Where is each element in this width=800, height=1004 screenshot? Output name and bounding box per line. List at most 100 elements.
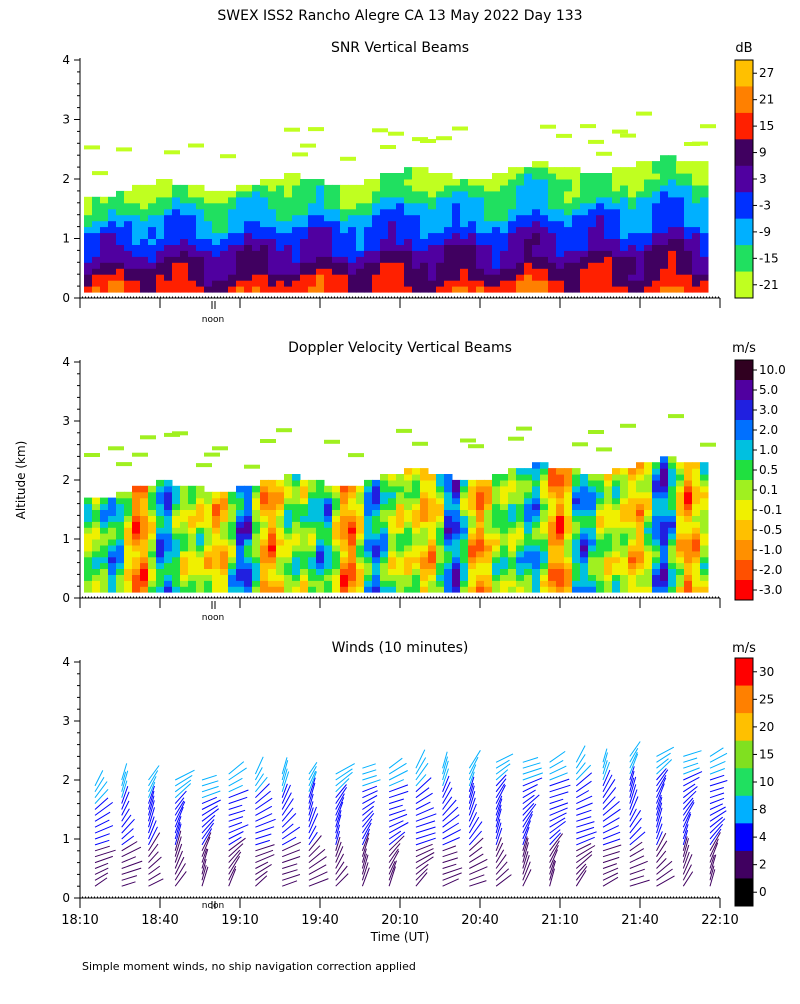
wind-barb <box>442 787 453 804</box>
heatmap-cell <box>268 232 277 239</box>
heatmap-cell <box>500 280 509 287</box>
heatmap-cell <box>532 244 541 251</box>
heatmap-cell <box>316 491 325 499</box>
heatmap-cell <box>140 497 149 505</box>
heatmap-cell <box>156 250 165 257</box>
heatmap-cell <box>684 527 693 534</box>
heatmap-cell <box>180 184 189 192</box>
heatmap-cell <box>484 202 493 210</box>
heatmap-cell <box>124 256 133 263</box>
heatmap-cell <box>588 238 597 245</box>
heatmap-cell <box>116 580 125 587</box>
heatmap-cell <box>540 196 549 204</box>
heatmap-cell <box>380 556 389 564</box>
snr-title: SNR Vertical Beams <box>331 40 469 56</box>
heatmap-cell <box>700 515 709 522</box>
heatmap-cell <box>692 256 701 263</box>
heatmap-cell <box>692 509 701 516</box>
heatmap-cell <box>476 479 485 487</box>
heatmap-cell <box>540 468 549 475</box>
heatmap-cell <box>268 521 277 528</box>
heatmap-cell <box>580 533 589 540</box>
heatmap-cell <box>268 244 277 251</box>
heatmap-cell <box>572 286 581 293</box>
heatmap-cell <box>556 196 565 204</box>
heatmap-cell <box>268 586 277 593</box>
heatmap-cell <box>92 202 101 210</box>
heatmap-cell <box>556 468 565 475</box>
heatmap-cell <box>244 491 253 499</box>
heatmap-cell <box>388 485 397 493</box>
wind-barb <box>148 800 155 822</box>
heatmap-cell <box>508 509 517 516</box>
heatmap-cell <box>508 533 517 540</box>
heatmap-cell <box>84 568 93 575</box>
heatmap-cell <box>132 256 141 263</box>
heatmap-cell <box>212 232 221 239</box>
heatmap-cell <box>572 485 581 493</box>
wind-barb <box>308 871 328 881</box>
heatmap-cell <box>492 503 501 510</box>
heatmap-cell <box>140 190 149 198</box>
heatmap-cell <box>516 262 525 269</box>
wind-barb <box>576 802 593 810</box>
heatmap-cell <box>236 202 245 210</box>
heatmap-cell <box>100 244 109 251</box>
heatmap-cell <box>332 214 341 222</box>
heatmap-cell <box>84 208 93 216</box>
heatmap-cell <box>412 232 421 239</box>
heatmap-cell <box>156 274 165 281</box>
heatmap-cell <box>556 580 565 587</box>
heatmap-cell <box>364 202 373 210</box>
heatmap-cell <box>396 562 405 569</box>
heatmap-cell <box>684 562 693 569</box>
heatmap-cell <box>428 173 437 180</box>
wind-barb <box>94 872 109 881</box>
heatmap-cell <box>516 238 525 245</box>
wind-barb <box>201 819 215 834</box>
wind-barb <box>228 837 246 852</box>
heatmap-cell <box>460 562 469 569</box>
wind-barb <box>629 817 642 834</box>
wind-barb <box>495 769 509 781</box>
heatmap-cell <box>676 274 685 281</box>
wind-barb <box>522 836 528 851</box>
heatmap-cell <box>404 167 413 174</box>
heatmap-cell <box>308 208 317 216</box>
heatmap-cell <box>124 550 133 558</box>
heatmap-cell <box>260 533 269 540</box>
heatmap-cell <box>596 274 605 281</box>
heatmap-cell <box>276 556 285 564</box>
heatmap-cell <box>484 286 493 293</box>
wind-barb <box>228 821 243 828</box>
heatmap-cell <box>476 550 485 558</box>
wind-barb <box>602 838 621 846</box>
heatmap-cell <box>500 521 509 528</box>
heatmap-cell <box>180 256 189 263</box>
heatmap-cell <box>348 220 357 228</box>
heatmap-cell <box>580 124 596 129</box>
heatmap-cell <box>604 503 613 510</box>
heatmap-cell <box>172 190 181 198</box>
heatmap-cell <box>540 167 549 174</box>
wind-barb <box>121 800 130 816</box>
y-tick-label: 4 <box>62 53 70 67</box>
heatmap-cell <box>132 244 141 251</box>
heatmap-cell <box>612 544 621 552</box>
heatmap-cell <box>100 509 109 516</box>
heatmap-cell <box>188 497 197 505</box>
heatmap-cell <box>700 250 709 257</box>
heatmap-cell <box>684 167 693 174</box>
heatmap-cell <box>348 580 357 587</box>
heatmap-cell <box>300 202 309 210</box>
heatmap-cell <box>220 220 229 228</box>
wind-barb <box>602 867 619 875</box>
heatmap-cell <box>468 503 477 510</box>
heatmap-cell <box>612 286 621 293</box>
heatmap-cell <box>508 196 517 204</box>
heatmap-cell <box>420 179 429 186</box>
wind-barb <box>308 762 318 775</box>
heatmap-cell <box>500 220 509 228</box>
heatmap-cell <box>372 274 381 281</box>
heatmap-cell <box>308 479 317 487</box>
